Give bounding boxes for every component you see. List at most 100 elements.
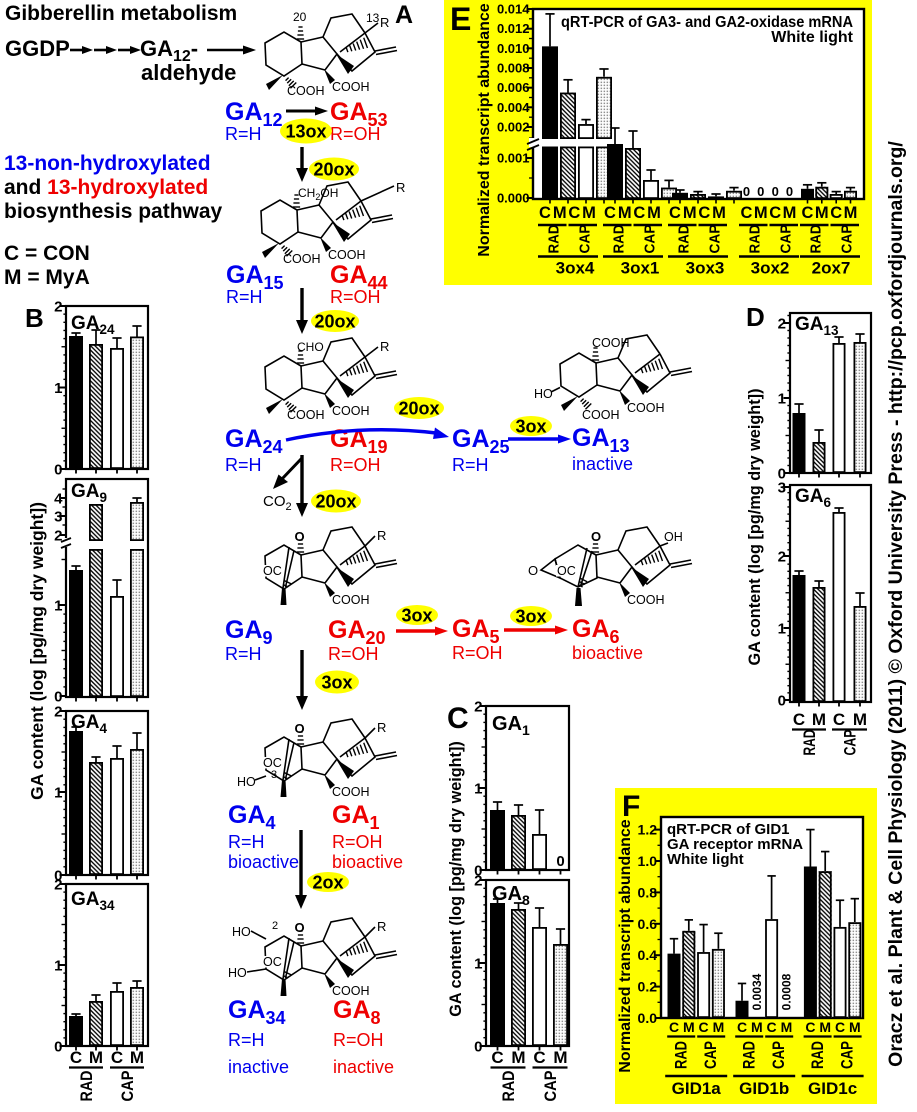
- svg-text:COOH: COOH: [287, 84, 325, 98]
- svg-text:0: 0: [772, 184, 779, 199]
- svg-text:2ox: 2ox: [312, 872, 343, 892]
- svg-text:RAD: RAD: [612, 225, 628, 254]
- svg-text:GA content (log [pg/mg dry wei: GA content (log [pg/mg dry weight]): [27, 502, 47, 800]
- svg-text:0.002: 0.002: [497, 120, 530, 135]
- svg-text:M: M: [783, 204, 797, 222]
- svg-text:OC: OC: [557, 564, 576, 578]
- svg-text:Normalized transcript abundanc: Normalized transcript abundance: [476, 3, 493, 256]
- svg-text:0.6: 0.6: [638, 916, 658, 932]
- svg-text:A: A: [395, 1, 413, 29]
- svg-text:0: 0: [743, 184, 750, 199]
- svg-text:0: 0: [54, 462, 62, 479]
- svg-text:0.012: 0.012: [497, 21, 530, 36]
- svg-text:R: R: [380, 339, 389, 354]
- svg-text:0: 0: [556, 853, 564, 870]
- svg-text:0: 0: [54, 689, 62, 706]
- svg-text:CH2OH: CH2OH: [298, 186, 338, 202]
- svg-text:GA content (log [pg/mg dry wei: GA content (log [pg/mg dry weight]): [746, 388, 764, 665]
- svg-text:RAD: RAD: [800, 730, 819, 756]
- svg-text:CAP: CAP: [541, 1071, 560, 1102]
- svg-text:Normalized transcript abundanc: Normalized transcript abundance: [617, 819, 634, 1072]
- svg-text:CAP: CAP: [838, 1041, 857, 1069]
- svg-text:0.001: 0.001: [497, 151, 530, 166]
- svg-text:qRT-PCR of GA3- and GA2-oxidas: qRT-PCR of GA3- and GA2-oxidase mRNA: [561, 14, 853, 31]
- svg-text:0: 0: [778, 693, 786, 710]
- svg-text:1: 1: [54, 785, 62, 802]
- svg-text:M: M: [130, 1048, 144, 1067]
- svg-text:C: C: [769, 204, 781, 222]
- svg-text:COOH: COOH: [328, 248, 366, 262]
- svg-text:GA receptor mRNA: GA receptor mRNA: [667, 836, 803, 853]
- svg-text:M: M: [853, 710, 867, 729]
- svg-text:1: 1: [778, 621, 786, 638]
- svg-text:2: 2: [778, 316, 786, 333]
- svg-text:C: C: [633, 204, 645, 222]
- svg-text:C: C: [835, 1019, 845, 1035]
- svg-text:0.8: 0.8: [638, 884, 658, 900]
- svg-text:13: 13: [366, 11, 380, 25]
- svg-text:GID1c: GID1c: [808, 1079, 857, 1098]
- svg-text:2: 2: [54, 877, 62, 894]
- svg-text:13-non-hydroxylated: 13-non-hydroxylated: [4, 152, 211, 175]
- svg-text:0.0034: 0.0034: [750, 973, 764, 1010]
- svg-text:1: 1: [54, 958, 62, 975]
- svg-text:0: 0: [778, 466, 786, 483]
- svg-text:13ox: 13ox: [285, 121, 326, 141]
- svg-text:R=OH: R=OH: [330, 455, 381, 475]
- svg-text:R: R: [396, 180, 405, 195]
- svg-text:0.010: 0.010: [497, 41, 530, 56]
- svg-text:C: C: [767, 1019, 777, 1035]
- svg-text:R=H: R=H: [228, 1030, 265, 1050]
- svg-text:D: D: [746, 302, 765, 332]
- svg-text:GA12-: GA12-: [140, 36, 198, 65]
- svg-text:COOH: COOH: [332, 80, 370, 94]
- svg-text:C: C: [533, 1048, 545, 1067]
- svg-text:M: M: [647, 204, 661, 222]
- svg-text:C: C: [491, 1048, 503, 1067]
- svg-text:RAD: RAD: [748, 225, 764, 254]
- svg-text:2: 2: [778, 549, 786, 566]
- svg-text:20: 20: [293, 10, 307, 24]
- svg-text:R=OH: R=OH: [452, 643, 503, 663]
- svg-text:0: 0: [474, 1039, 482, 1056]
- svg-text:CAP: CAP: [118, 1071, 137, 1102]
- svg-text:CAP: CAP: [701, 1041, 720, 1069]
- svg-text:R: R: [380, 15, 389, 30]
- svg-text:3: 3: [54, 509, 62, 526]
- svg-text:RAD: RAD: [499, 1071, 518, 1102]
- svg-text:COOH: COOH: [582, 408, 620, 422]
- svg-text:0.2: 0.2: [638, 979, 658, 995]
- svg-text:C: C: [833, 710, 845, 729]
- svg-text:C: C: [737, 1019, 747, 1035]
- svg-text:HO: HO: [237, 775, 256, 789]
- svg-text:M: M: [553, 1048, 567, 1067]
- svg-text:R=OH: R=OH: [333, 1030, 384, 1050]
- svg-text:CHO: CHO: [297, 340, 324, 354]
- svg-text:1.0: 1.0: [638, 853, 658, 869]
- svg-text:White light: White light: [771, 29, 853, 46]
- svg-text:C: C: [669, 204, 681, 222]
- svg-text:0.0: 0.0: [638, 1010, 658, 1026]
- svg-text:O: O: [591, 529, 601, 544]
- svg-text:20ox: 20ox: [398, 398, 439, 418]
- svg-text:qRT-PCR of GID1: qRT-PCR of GID1: [667, 821, 790, 838]
- svg-text:R: R: [377, 720, 386, 735]
- svg-text:HO: HO: [228, 966, 247, 980]
- svg-text:C: C: [669, 1019, 679, 1035]
- svg-text:bioactive: bioactive: [572, 643, 643, 663]
- svg-text:GID1b: GID1b: [739, 1079, 789, 1098]
- svg-text:R=OH: R=OH: [332, 832, 383, 852]
- svg-text:2: 2: [474, 873, 482, 890]
- svg-text:COOH: COOH: [283, 252, 321, 266]
- svg-text:M: M: [89, 1048, 103, 1067]
- svg-text:C: C: [802, 204, 814, 222]
- svg-text:C: C: [539, 204, 551, 222]
- svg-text:RAD: RAD: [740, 1041, 759, 1069]
- svg-text:M: M: [683, 204, 697, 222]
- svg-text:0.000: 0.000: [497, 191, 530, 206]
- svg-text:RAD: RAD: [547, 225, 563, 254]
- svg-text:CAP: CAP: [708, 224, 724, 253]
- svg-text:C: C: [805, 1019, 815, 1035]
- svg-text:C: C: [111, 1048, 123, 1067]
- svg-text:CAP: CAP: [840, 224, 856, 253]
